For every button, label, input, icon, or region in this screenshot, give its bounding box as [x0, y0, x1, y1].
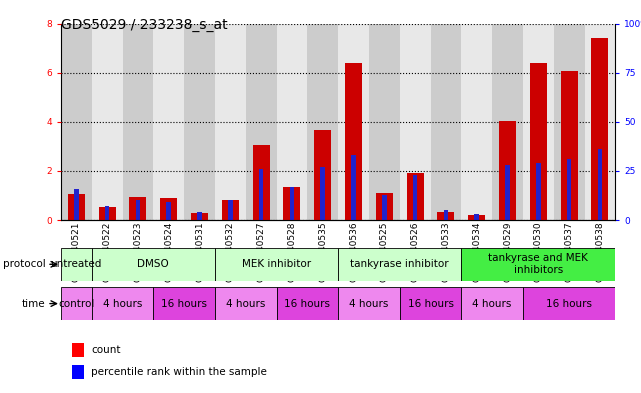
Text: protocol: protocol: [3, 259, 46, 269]
Text: 16 hours: 16 hours: [285, 299, 330, 309]
Bar: [585, 24, 615, 220]
Bar: [462, 24, 492, 220]
Bar: [338, 248, 462, 281]
Bar: [246, 24, 276, 220]
Bar: [72, 343, 84, 357]
Bar: [259, 169, 263, 220]
Text: tankyrase and MEK
inhibitors: tankyrase and MEK inhibitors: [488, 253, 588, 275]
Bar: [99, 207, 115, 220]
Bar: [215, 248, 338, 281]
Bar: [523, 24, 554, 220]
Bar: [160, 198, 177, 220]
Bar: [474, 214, 479, 220]
Bar: [338, 24, 369, 220]
Bar: [61, 287, 92, 320]
Text: time: time: [22, 299, 46, 309]
Bar: [536, 163, 540, 220]
Bar: [597, 149, 603, 220]
Bar: [431, 24, 462, 220]
Bar: [191, 213, 208, 220]
Bar: [74, 189, 79, 220]
Text: control: control: [58, 299, 94, 309]
Bar: [307, 24, 338, 220]
Bar: [92, 24, 122, 220]
Bar: [530, 63, 547, 220]
Bar: [499, 121, 516, 220]
Text: percentile rank within the sample: percentile rank within the sample: [92, 367, 267, 377]
Bar: [222, 200, 239, 220]
Bar: [400, 24, 431, 220]
Text: MEK inhibitor: MEK inhibitor: [242, 259, 311, 269]
Bar: [523, 287, 615, 320]
Bar: [197, 212, 202, 220]
Bar: [215, 287, 276, 320]
Bar: [153, 287, 215, 320]
Bar: [492, 24, 523, 220]
Bar: [129, 197, 146, 220]
Text: 16 hours: 16 hours: [161, 299, 207, 309]
Text: untreated: untreated: [51, 259, 102, 269]
Bar: [72, 365, 84, 379]
Bar: [167, 202, 171, 220]
Bar: [253, 145, 270, 220]
Text: 16 hours: 16 hours: [408, 299, 454, 309]
Bar: [104, 206, 110, 220]
Bar: [228, 200, 233, 220]
Bar: [338, 287, 400, 320]
Bar: [320, 167, 325, 220]
Bar: [567, 159, 572, 220]
Bar: [376, 193, 393, 220]
Bar: [290, 187, 294, 220]
Bar: [61, 248, 92, 281]
Bar: [406, 173, 424, 220]
Text: GDS5029 / 233238_s_at: GDS5029 / 233238_s_at: [61, 18, 228, 32]
Bar: [469, 215, 485, 220]
Bar: [136, 200, 140, 220]
Bar: [122, 24, 153, 220]
Text: tankyrase inhibitor: tankyrase inhibitor: [351, 259, 449, 269]
Bar: [345, 63, 362, 220]
Bar: [276, 287, 338, 320]
Bar: [462, 248, 615, 281]
Bar: [444, 210, 448, 220]
Bar: [400, 287, 462, 320]
Bar: [351, 155, 356, 220]
Bar: [561, 72, 578, 220]
Bar: [153, 24, 184, 220]
Text: DMSO: DMSO: [137, 259, 169, 269]
Bar: [554, 24, 585, 220]
Text: 4 hours: 4 hours: [103, 299, 142, 309]
Bar: [592, 38, 608, 220]
Bar: [369, 24, 400, 220]
Bar: [437, 212, 454, 220]
Text: 4 hours: 4 hours: [472, 299, 512, 309]
Bar: [413, 175, 417, 220]
Text: 4 hours: 4 hours: [349, 299, 388, 309]
Bar: [276, 24, 307, 220]
Bar: [505, 165, 510, 220]
Bar: [184, 24, 215, 220]
Bar: [92, 287, 153, 320]
Bar: [68, 194, 85, 220]
Text: count: count: [92, 345, 121, 355]
Bar: [61, 24, 92, 220]
Text: 16 hours: 16 hours: [546, 299, 592, 309]
Bar: [92, 248, 215, 281]
Bar: [314, 130, 331, 220]
Bar: [462, 287, 523, 320]
Text: 4 hours: 4 hours: [226, 299, 265, 309]
Bar: [382, 195, 387, 220]
Bar: [283, 187, 301, 220]
Bar: [215, 24, 246, 220]
